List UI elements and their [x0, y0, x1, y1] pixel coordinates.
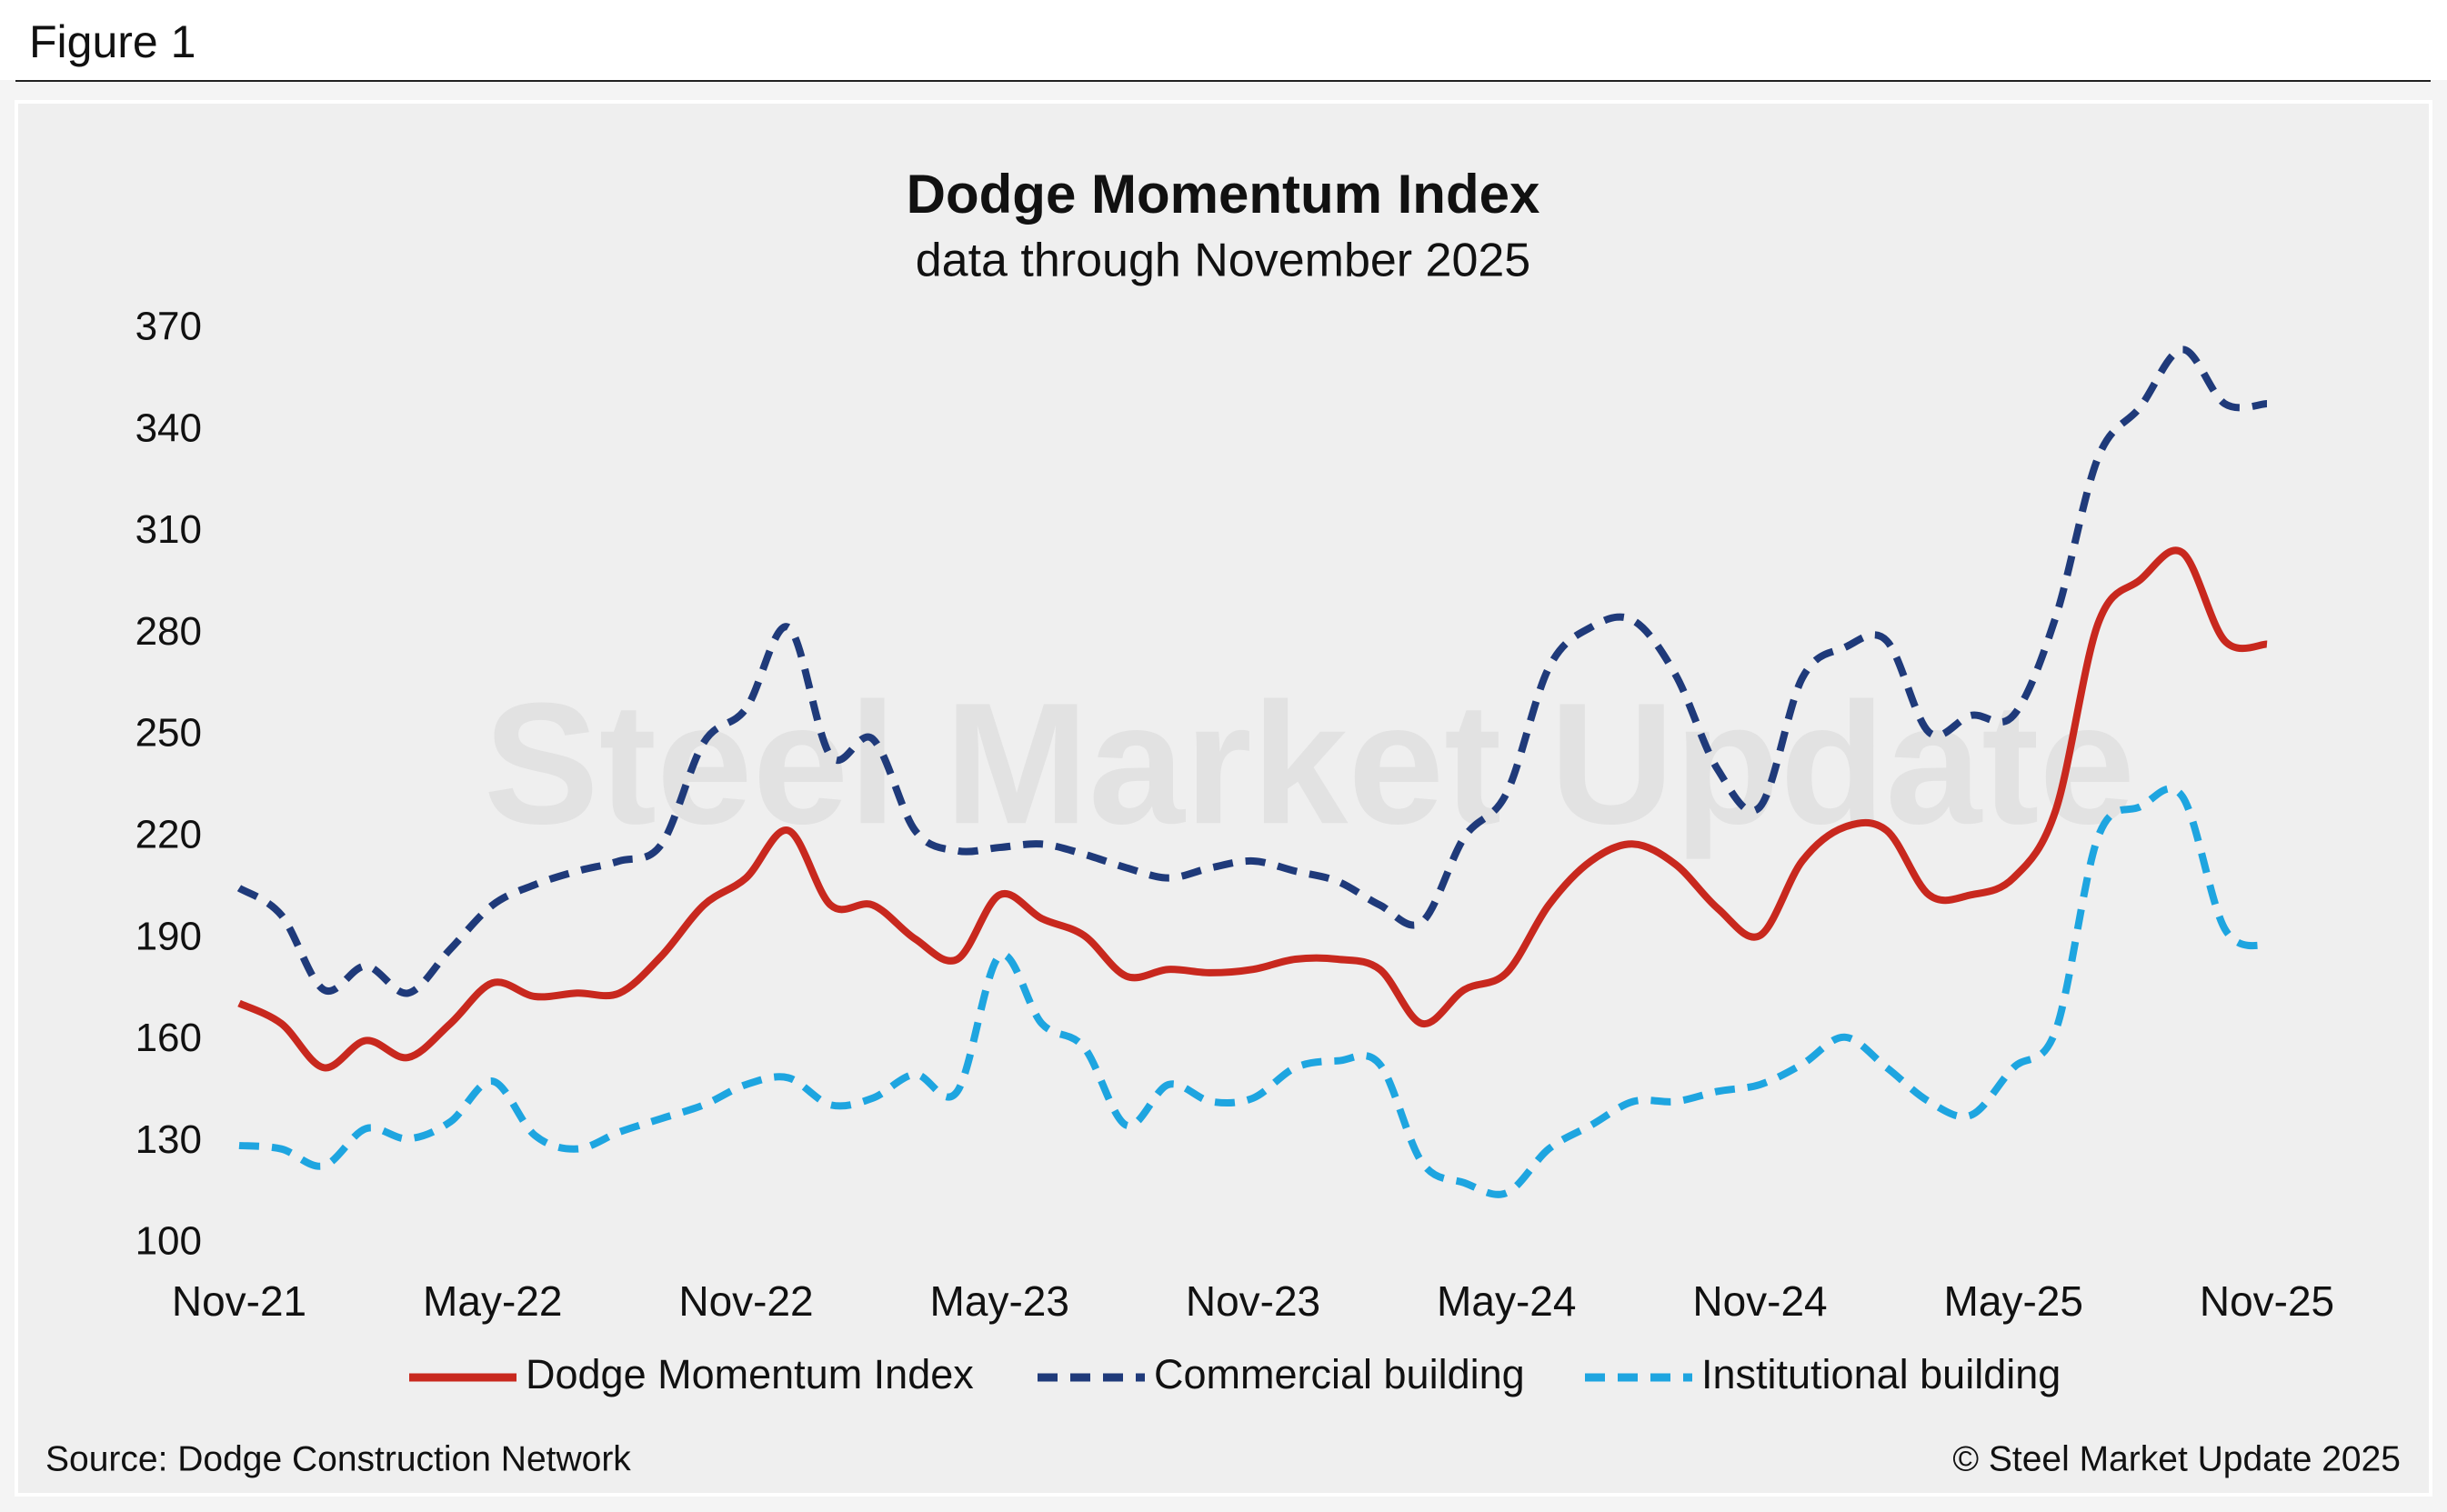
- x-tick-label: May-23: [930, 1277, 1069, 1325]
- legend-label: Dodge Momentum Index: [526, 1351, 974, 1397]
- series-line: [236, 345, 2268, 997]
- y-tick-label: 250: [135, 711, 202, 756]
- x-tick-label: Nov-21: [172, 1277, 306, 1325]
- y-tick-label: 340: [135, 406, 202, 450]
- figure-label: Figure 1: [29, 16, 196, 67]
- header-bg: [0, 0, 2447, 80]
- legend-label: Institutional building: [1701, 1351, 2061, 1397]
- y-tick-label: 280: [135, 609, 202, 654]
- chart-subtitle: data through November 2025: [916, 235, 1530, 287]
- x-tick-label: May-24: [1437, 1277, 1576, 1325]
- chart-title: Dodge Momentum Index: [907, 164, 1540, 225]
- y-tick-label: 130: [135, 1117, 202, 1162]
- x-tick-label: Nov-24: [1692, 1277, 1827, 1325]
- source: Source: Dodge Construction Network: [45, 1439, 631, 1478]
- x-tick-label: Nov-25: [2200, 1277, 2334, 1325]
- x-tick-label: May-25: [1944, 1277, 2083, 1325]
- x-tick-label: Nov-22: [678, 1277, 813, 1325]
- panel: [15, 100, 2432, 1497]
- x-tick-label: Nov-23: [1186, 1277, 1320, 1325]
- y-tick-label: 310: [135, 507, 202, 552]
- y-tick-label: 100: [135, 1219, 202, 1264]
- y-tick-label: 370: [135, 305, 202, 349]
- y-tick-label: 160: [135, 1016, 202, 1060]
- y-tick-label: 220: [135, 813, 202, 857]
- watermark: Steel Market Update: [484, 667, 2135, 860]
- legend-label: Commercial building: [1154, 1351, 1525, 1397]
- copyright: © Steel Market Update 2025: [1952, 1439, 2401, 1478]
- y-tick-label: 190: [135, 914, 202, 958]
- x-tick-label: May-22: [423, 1277, 562, 1325]
- series-line: [238, 785, 2269, 1198]
- series-line: [237, 546, 2268, 1072]
